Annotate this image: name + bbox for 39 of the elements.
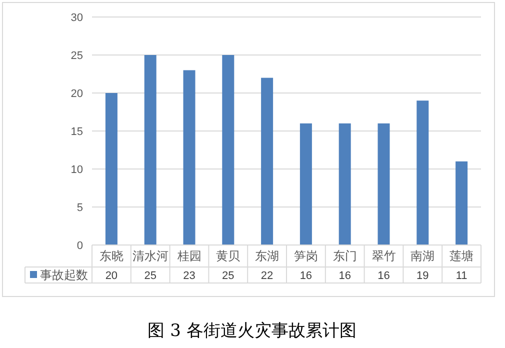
text: 图 3 各街道火灾事故累计图 bbox=[148, 321, 356, 341]
data-label: 16 bbox=[338, 270, 351, 282]
y-tick-label: 10 bbox=[70, 164, 83, 176]
bar bbox=[105, 93, 118, 245]
y-tick-label: 20 bbox=[70, 88, 83, 100]
data-label: 22 bbox=[260, 270, 274, 282]
data-label: 19 bbox=[416, 270, 429, 282]
bar bbox=[222, 55, 234, 245]
data-label: 20 bbox=[105, 270, 118, 282]
bar bbox=[416, 100, 429, 245]
y-tick-label: 30 bbox=[70, 12, 83, 24]
data-label: 16 bbox=[300, 270, 312, 282]
bar bbox=[183, 70, 196, 245]
data-label: 25 bbox=[222, 270, 234, 282]
bar bbox=[338, 123, 351, 245]
x-tick-label: 翠竹 bbox=[372, 249, 396, 263]
x-tick-label: 东门 bbox=[332, 249, 357, 263]
bar bbox=[456, 161, 468, 245]
x-tick-label: 清水河 bbox=[132, 249, 168, 263]
x-tick-label: 笋岗 bbox=[294, 249, 318, 263]
y-tick-label: 5 bbox=[76, 202, 83, 214]
x-tick-label: 东湖 bbox=[255, 249, 280, 263]
x-tick-label: 南湖 bbox=[410, 249, 435, 263]
x-tick-label: 东晓 bbox=[99, 249, 124, 263]
data-label: 25 bbox=[144, 270, 156, 282]
y-tick-label: 0 bbox=[76, 240, 83, 252]
y-tick-label: 15 bbox=[70, 126, 83, 138]
bar bbox=[378, 123, 390, 245]
y-tick-label: 25 bbox=[70, 50, 83, 62]
x-tick-label: 黄贝 bbox=[216, 249, 240, 263]
legend-label: 事故起数 bbox=[40, 268, 88, 282]
x-tick-label: 莲塘 bbox=[450, 249, 474, 263]
bar bbox=[300, 123, 312, 245]
x-tick-label: 桂园 bbox=[176, 249, 202, 263]
bar bbox=[261, 78, 274, 245]
bar bbox=[144, 55, 156, 245]
data-label: 11 bbox=[456, 270, 468, 282]
data-label: 23 bbox=[183, 270, 196, 282]
data-label: 16 bbox=[378, 270, 390, 282]
